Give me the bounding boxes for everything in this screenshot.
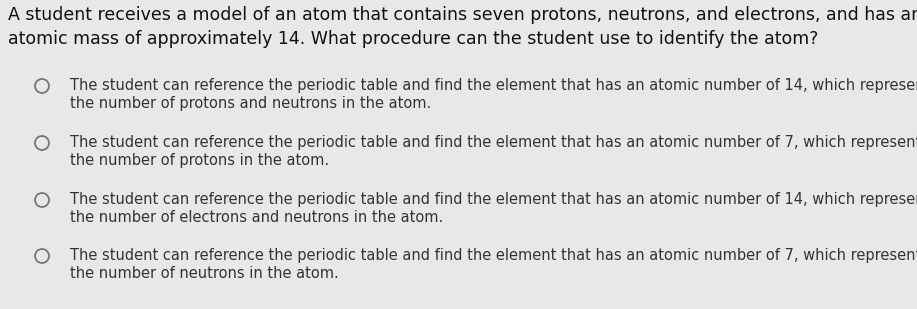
Text: The student can reference the periodic table and find the element that has an at: The student can reference the periodic t… xyxy=(70,135,917,150)
Text: The student can reference the periodic table and find the element that has an at: The student can reference the periodic t… xyxy=(70,248,917,263)
Text: the number of electrons and neutrons in the atom.: the number of electrons and neutrons in … xyxy=(70,210,443,225)
Text: The student can reference the periodic table and find the element that has an at: The student can reference the periodic t… xyxy=(70,78,917,93)
Text: atomic mass of approximately 14. What procedure can the student use to identify : atomic mass of approximately 14. What pr… xyxy=(8,30,818,48)
Text: The student can reference the periodic table and find the element that has an at: The student can reference the periodic t… xyxy=(70,192,917,207)
Text: the number of protons and neutrons in the atom.: the number of protons and neutrons in th… xyxy=(70,96,431,111)
Text: the number of neutrons in the atom.: the number of neutrons in the atom. xyxy=(70,266,338,281)
Text: the number of protons in the atom.: the number of protons in the atom. xyxy=(70,153,329,168)
Text: A student receives a model of an atom that contains seven protons, neutrons, and: A student receives a model of an atom th… xyxy=(8,6,917,24)
